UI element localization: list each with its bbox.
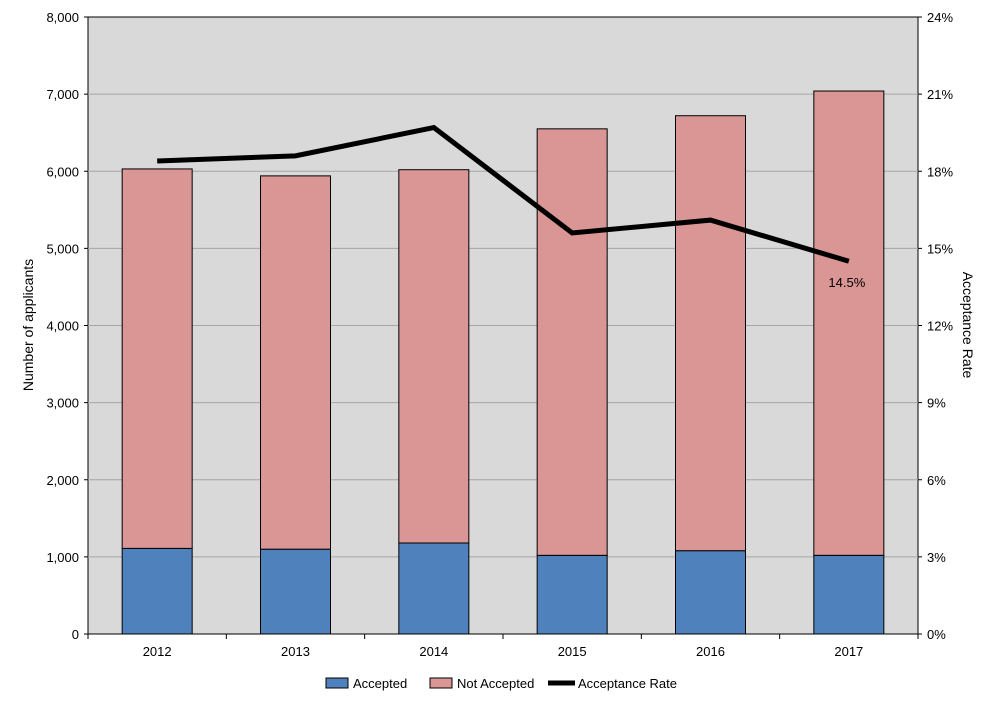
left-tick-label: 4,000	[46, 319, 79, 334]
gridlines	[88, 93, 918, 558]
left-tick-label: 8,000	[46, 10, 79, 25]
bar-not-accepted-2015	[536, 128, 608, 556]
bar-not-accepted-2013	[260, 175, 331, 550]
right-tick-label: 3%	[927, 550, 946, 565]
rate-annotation: 14.5%	[828, 275, 865, 290]
right-tick-label: 0%	[927, 627, 946, 642]
x-tick-label: 2012	[143, 644, 172, 659]
bar-not-accepted-2017	[813, 90, 885, 556]
x-tick-label: 2013	[281, 644, 310, 659]
left-tick-label: 0	[72, 627, 79, 642]
y2-axis-title: Acceptance Rate	[960, 272, 976, 379]
right-axis-ticks: 0% 3% 6% 9% 12% 15% 18% 21% 24%	[918, 10, 953, 642]
right-tick-label: 15%	[927, 241, 953, 256]
left-tick-label: 5,000	[46, 241, 79, 256]
right-tick-label: 24%	[927, 10, 953, 25]
left-tick-label: 6,000	[46, 164, 79, 179]
x-tick-label: 2014	[419, 644, 448, 659]
bar-accepted-2015	[536, 554, 608, 635]
right-tick-label: 18%	[927, 164, 953, 179]
bars	[121, 90, 885, 635]
left-tick-label: 3,000	[46, 396, 79, 411]
legend-not-accepted-swatch	[429, 677, 453, 689]
x-tick-label: 2017	[834, 644, 863, 659]
right-tick-label: 6%	[927, 473, 946, 488]
bar-accepted-2014	[398, 542, 470, 635]
right-tick-label: 9%	[927, 396, 946, 411]
right-tick-label: 21%	[927, 87, 953, 102]
left-tick-label: 2,000	[46, 473, 79, 488]
left-axis-ticks: 0 1,000 2,000 3,000 4,000 5,000 6,000 7,000 8,00…	[46, 10, 88, 642]
bar-accepted-2013	[260, 548, 331, 635]
legend: Accepted Not Accepted Acceptance Rate	[325, 676, 677, 691]
x-axis-ticks: 2012 2013 2014 2015 2016 2017	[87, 634, 919, 659]
bar-accepted-2012	[121, 547, 193, 635]
x-tick-label: 2015	[558, 644, 587, 659]
acceptance-rate-line-layer	[157, 124, 850, 264]
bar-not-accepted-2016	[675, 115, 746, 552]
acceptance-rate-line	[157, 124, 850, 264]
left-tick-label: 1,000	[46, 550, 79, 565]
legend-accepted-label: Accepted	[353, 676, 407, 691]
right-tick-label: 12%	[927, 319, 953, 334]
bar-not-accepted-2014	[398, 169, 470, 544]
legend-accepted-swatch	[325, 677, 349, 689]
legend-not-accepted-label: Not Accepted	[457, 676, 534, 691]
bar-not-accepted-2012	[121, 168, 193, 549]
legend-acceptance-rate-label: Acceptance Rate	[578, 676, 677, 691]
left-tick-label: 7,000	[46, 87, 79, 102]
bar-accepted-2017	[813, 554, 885, 635]
bar-accepted-2016	[675, 550, 746, 635]
x-tick-label: 2016	[696, 644, 725, 659]
y-axis-title: Number of applicants	[20, 259, 36, 391]
